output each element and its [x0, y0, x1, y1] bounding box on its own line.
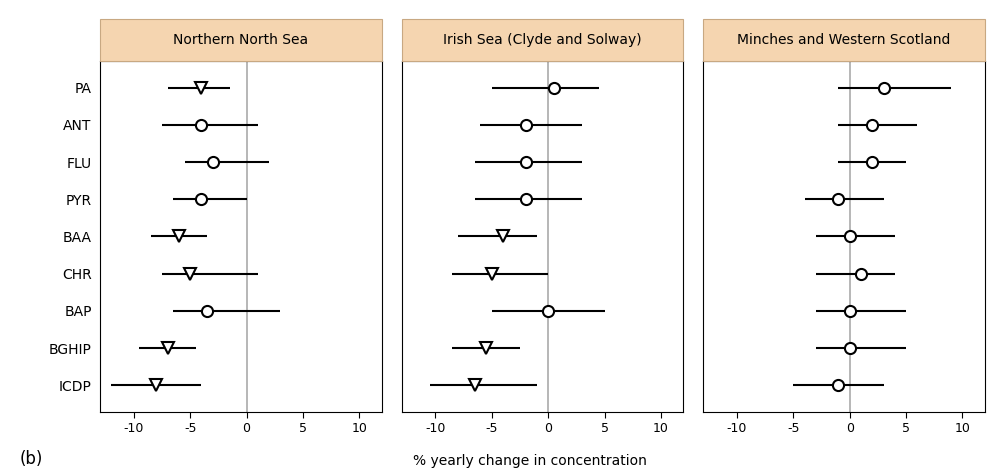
Text: % yearly change in concentration: % yearly change in concentration	[413, 454, 647, 468]
Text: (b): (b)	[20, 450, 43, 468]
Bar	[703, 19, 985, 61]
Bar	[402, 19, 683, 61]
Text: Irish Sea (Clyde and Solway): Irish Sea (Clyde and Solway)	[443, 34, 642, 47]
Text: Minches and Western Scotland: Minches and Western Scotland	[737, 34, 951, 47]
Text: Northern North Sea: Northern North Sea	[173, 34, 308, 47]
Bar	[100, 19, 382, 61]
